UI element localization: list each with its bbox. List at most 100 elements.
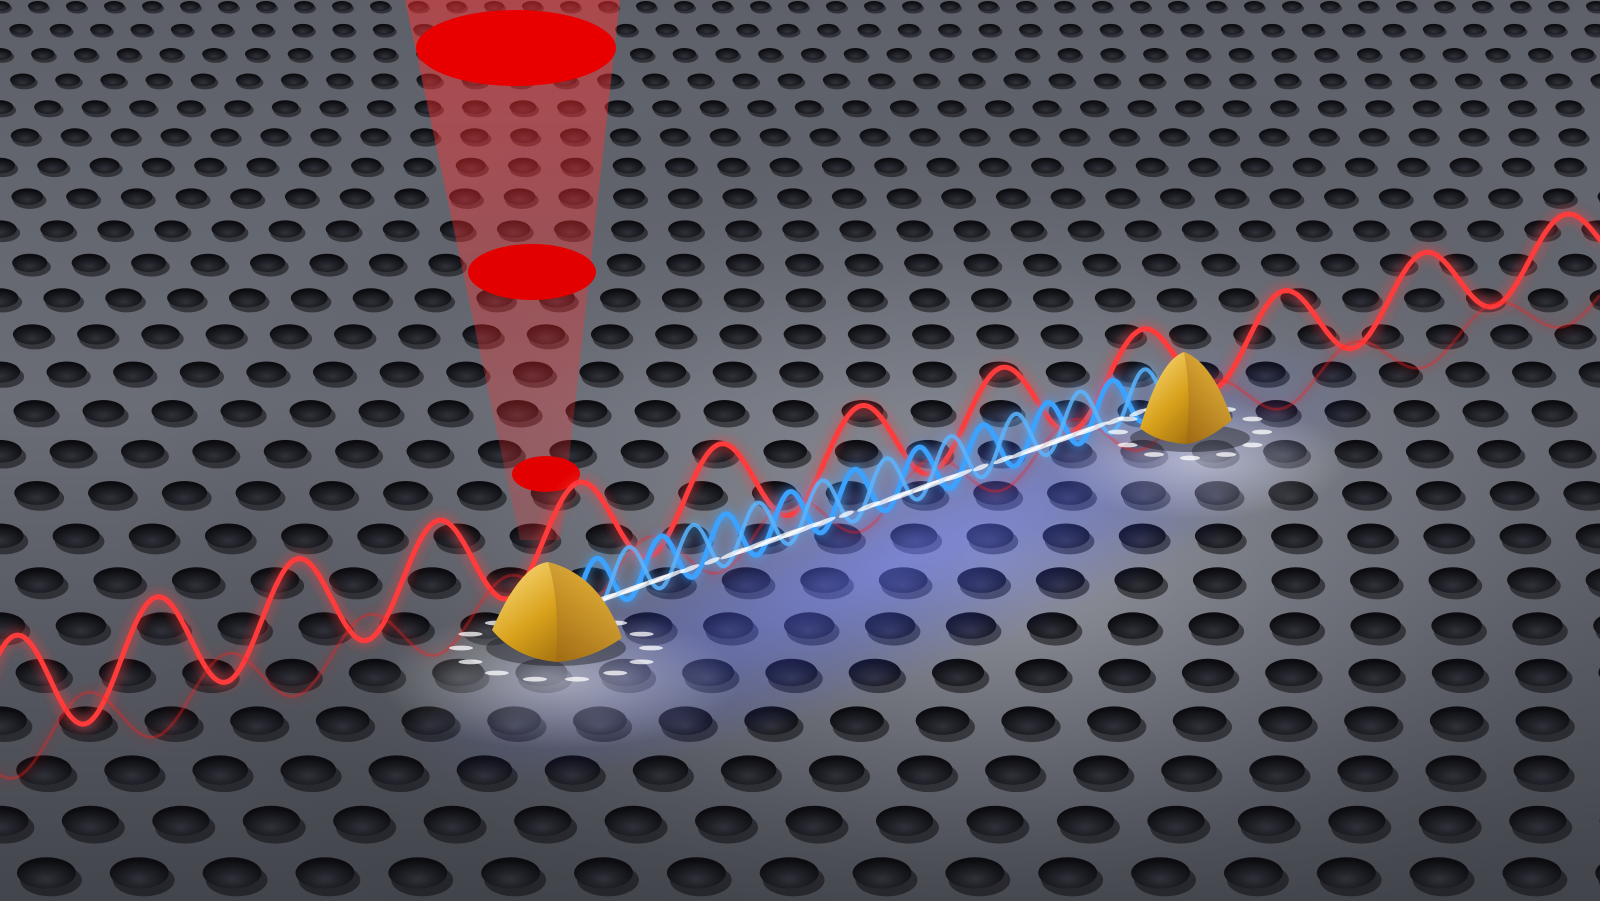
lattice-hole xyxy=(1508,128,1536,143)
lattice-hole xyxy=(154,220,188,237)
lattice-hole xyxy=(785,254,820,272)
lattice-hole xyxy=(256,1,276,11)
lattice-hole xyxy=(1515,659,1567,687)
lattice-hole xyxy=(406,440,450,463)
lattice-hole xyxy=(1510,1,1530,11)
lattice-hole xyxy=(171,24,193,35)
lattice-hole xyxy=(666,254,701,272)
lattice-hole xyxy=(1223,100,1250,114)
lattice-hole xyxy=(773,400,815,422)
lattice-hole xyxy=(1296,220,1330,237)
lattice-hole xyxy=(1410,220,1444,237)
lattice-hole xyxy=(359,400,401,422)
lattice-hole xyxy=(1485,48,1508,60)
lattice-hole xyxy=(1049,73,1074,86)
lattice-hole xyxy=(912,324,951,344)
lattice-hole xyxy=(90,24,112,35)
lattice-hole xyxy=(1502,158,1532,174)
lattice-hole xyxy=(1317,857,1376,888)
lattice-hole xyxy=(822,158,852,174)
lattice-hole xyxy=(37,158,67,174)
lattice-hole xyxy=(1058,48,1081,60)
lattice-hole xyxy=(1001,706,1055,734)
lattice-hole xyxy=(733,73,758,86)
lattice-hole xyxy=(978,1,998,11)
field-streak xyxy=(523,677,547,682)
lattice-hole xyxy=(795,100,822,114)
lattice-hole xyxy=(1073,755,1129,784)
lattice-hole xyxy=(823,73,848,86)
lattice-hole xyxy=(1419,806,1476,836)
lattice-hole xyxy=(457,481,502,505)
lattice-hole xyxy=(1548,1,1568,11)
lattice-hole xyxy=(1182,659,1234,687)
lattice-hole xyxy=(299,158,329,174)
lattice-hole xyxy=(1320,254,1355,272)
field-streak xyxy=(603,671,627,676)
lattice-hole xyxy=(912,361,952,382)
lattice-hole xyxy=(313,361,353,382)
lattice-hole xyxy=(817,24,839,35)
lattice-hole xyxy=(763,440,807,463)
lattice-hole xyxy=(113,361,153,382)
lattice-hole xyxy=(1142,254,1177,272)
lattice-hole xyxy=(370,1,390,11)
lattice-hole xyxy=(1221,24,1243,35)
lattice-hole xyxy=(1015,659,1067,687)
lattice-hole xyxy=(853,857,912,888)
field-streak xyxy=(458,660,482,665)
lattice-hole xyxy=(319,100,346,114)
lattice-hole xyxy=(1558,128,1586,143)
lattice-hole xyxy=(1397,158,1427,174)
lattice-hole xyxy=(1416,481,1461,505)
lattice-hole xyxy=(902,1,922,11)
lattice-hole xyxy=(398,324,437,344)
lattice-hole xyxy=(1161,755,1217,784)
lattice-hole xyxy=(1019,24,1041,35)
lattice-hole xyxy=(236,73,261,86)
lattice-hole xyxy=(28,1,48,11)
lattice-hole xyxy=(1314,48,1337,60)
lattice-hole xyxy=(1188,158,1218,174)
lattice-hole xyxy=(904,254,939,272)
lattice-hole xyxy=(770,158,800,174)
lattice-hole xyxy=(1109,128,1137,143)
lattice-hole xyxy=(712,1,732,11)
lattice-hole xyxy=(966,806,1023,836)
lattice-hole xyxy=(1460,100,1487,114)
lattice-hole xyxy=(1068,220,1102,237)
lattice-hole xyxy=(1082,254,1117,272)
lattice-hole xyxy=(1099,659,1151,687)
lattice-hole xyxy=(152,806,209,836)
lattice-hole xyxy=(916,706,970,734)
lattice-hole xyxy=(1238,806,1295,836)
lattice-hole xyxy=(11,128,39,143)
lattice-hole xyxy=(605,806,662,836)
lattice-hole xyxy=(868,73,893,86)
lattice-hole xyxy=(269,220,303,237)
lattice-hole xyxy=(383,481,428,505)
lattice-hole xyxy=(1431,612,1481,639)
lattice-hole xyxy=(1500,73,1525,86)
lattice-hole xyxy=(1271,48,1294,60)
lattice-hole xyxy=(310,128,338,143)
lattice-hole xyxy=(252,24,274,35)
lattice-hole xyxy=(1229,73,1254,86)
lattice-hole xyxy=(1433,188,1465,204)
lattice-hole xyxy=(600,288,637,307)
lattice-hole xyxy=(687,73,712,86)
lattice-hole xyxy=(367,100,394,114)
lattice-hole xyxy=(180,1,200,11)
lattice-hole xyxy=(574,857,633,888)
lattice-hole xyxy=(1434,1,1454,11)
lattice-hole xyxy=(1320,73,1345,86)
lattice-hole xyxy=(357,523,404,548)
lattice-hole xyxy=(83,400,125,422)
lattice-hole xyxy=(1016,1,1036,11)
lattice-hole xyxy=(938,24,960,35)
lattice-hole xyxy=(110,857,169,888)
lattice-hole xyxy=(1160,188,1192,204)
lattice-hole xyxy=(847,288,884,307)
lattice-hole xyxy=(1201,254,1236,272)
lattice-hole xyxy=(93,567,142,593)
